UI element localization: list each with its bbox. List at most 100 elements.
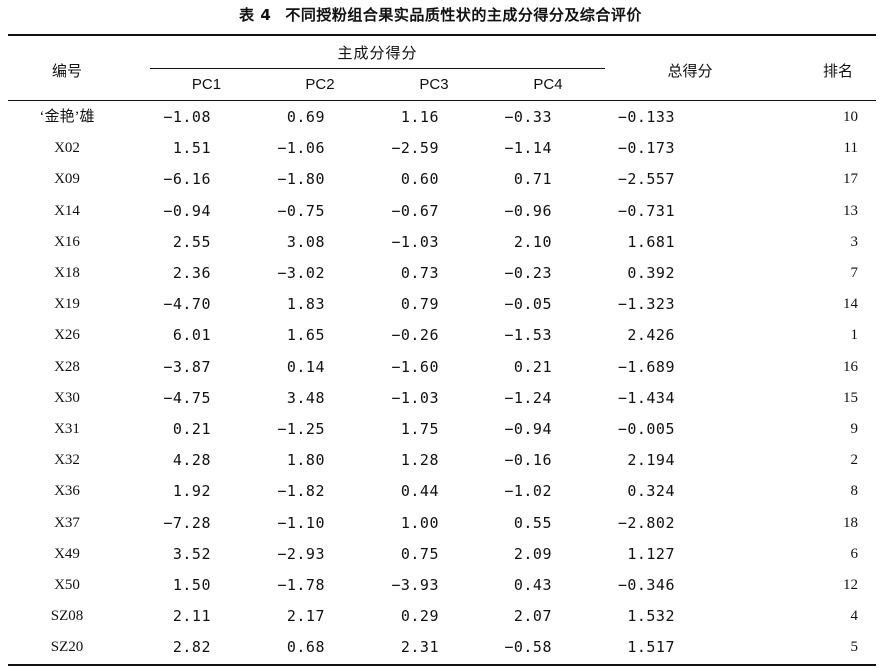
- scores-table-body: ‘金艳’雄 −1.08 0.69 1.16 −0.33 −0.133 10 X02 1.51 −1…: [8, 102, 876, 663]
- cell-id: X09: [54, 171, 80, 188]
- table-row: X31 0.21 −1.25 1.75 −0.94 −0.005 9: [8, 414, 876, 445]
- cell-total-score: 1.127: [627, 544, 675, 563]
- table-row: SZ08 2.11 2.17 0.29 2.07 1.532 4: [8, 601, 876, 632]
- cell-pc1: −0.94: [163, 201, 211, 220]
- table-row: X14 −0.94 −0.75 −0.67 −0.96 −0.731 13: [8, 196, 876, 227]
- cell-pc3: 0.73: [400, 264, 439, 283]
- cell-pc1: −7.28: [163, 513, 211, 532]
- cell-pc3: 1.16: [400, 108, 439, 127]
- cell-total-score: −0.346: [617, 575, 675, 594]
- table-number: 表 4: [239, 6, 272, 24]
- cell-pc3: −0.67: [391, 201, 439, 220]
- scores-table: ‘金艳’雄 −1.08 0.69 1.16 −0.33 −0.133 10 X02 1.51 −1…: [8, 102, 876, 663]
- cell-pc2: −1.10: [277, 513, 325, 532]
- cell-id: X31: [54, 420, 80, 437]
- cell-total-score: 1.681: [627, 232, 675, 251]
- cell-rank: 7: [850, 265, 859, 282]
- cell-total-score: −1.689: [617, 357, 675, 376]
- header-id: 编号: [51, 62, 82, 80]
- cell-pc1: 6.01: [172, 326, 211, 345]
- cell-id: SZ08: [50, 608, 84, 625]
- cell-pc4: −0.33: [504, 108, 552, 127]
- cell-total-score: 2.426: [627, 326, 675, 345]
- cell-id: X16: [54, 233, 80, 250]
- cell-rank: 3: [850, 233, 859, 250]
- cell-pc3: 2.31: [400, 638, 439, 657]
- cell-pc4: −0.23: [504, 264, 552, 283]
- cell-id: X36: [54, 483, 80, 500]
- table-row: SZ20 2.82 0.68 2.31 −0.58 1.517 5: [8, 632, 876, 663]
- cell-rank: 16: [843, 358, 858, 375]
- cell-pc3: −2.59: [391, 139, 439, 158]
- cell-pc4: −0.96: [504, 201, 552, 220]
- cell-rank: 15: [843, 389, 858, 406]
- cell-pc3: 0.60: [400, 170, 439, 189]
- header-total-score: 总得分: [667, 62, 713, 80]
- cell-id: X26: [54, 327, 80, 344]
- cell-rank: 13: [843, 202, 858, 219]
- cell-id: X37: [54, 514, 80, 531]
- table-row: X37 −7.28 −1.10 1.00 0.55 −2.802 18: [8, 507, 876, 538]
- table-row: X49 3.52 −2.93 0.75 2.09 1.127 6: [8, 539, 876, 570]
- cell-pc1: −4.75: [163, 388, 211, 407]
- table-row: X36 1.92 −1.82 0.44 −1.02 0.324 8: [8, 476, 876, 507]
- cell-id: ‘金艳’雄: [39, 109, 95, 126]
- cell-pc4: 0.55: [513, 513, 552, 532]
- cell-pc4: 0.21: [513, 357, 552, 376]
- cell-total-score: −0.731: [617, 201, 675, 220]
- cell-total-score: −2.802: [617, 513, 675, 532]
- cell-rank: 8: [850, 483, 859, 500]
- cell-pc4: −0.94: [504, 419, 552, 438]
- table-row: X09 −6.16 −1.80 0.60 0.71 −2.557 17: [8, 164, 876, 195]
- cell-pc1: 4.28: [172, 451, 211, 470]
- cell-pc2: 0.68: [286, 638, 325, 657]
- cell-pc2: 3.48: [286, 388, 325, 407]
- cell-pc1: 2.82: [172, 638, 211, 657]
- cell-pc1: 0.21: [172, 419, 211, 438]
- cell-rank: 14: [843, 296, 858, 313]
- cell-total-score: 1.517: [627, 638, 675, 657]
- cell-id: X02: [54, 140, 80, 157]
- cell-pc3: −0.26: [391, 326, 439, 345]
- header-rule: [8, 100, 876, 101]
- table-row: X18 2.36 −3.02 0.73 −0.23 0.392 7: [8, 258, 876, 289]
- cell-rank: 11: [843, 140, 858, 157]
- cell-id: X28: [54, 358, 80, 375]
- cell-pc2: 0.14: [286, 357, 325, 376]
- cell-pc3: 1.75: [400, 419, 439, 438]
- cell-pc4: −1.02: [504, 482, 552, 501]
- cell-pc3: 0.29: [400, 607, 439, 626]
- table-row: ‘金艳’雄 −1.08 0.69 1.16 −0.33 −0.133 10: [8, 102, 876, 133]
- cell-rank: 17: [843, 171, 858, 188]
- table-row: X50 1.50 −1.78 −3.93 0.43 −0.346 12: [8, 570, 876, 601]
- cell-id: X32: [54, 452, 80, 469]
- cell-id: X30: [54, 389, 80, 406]
- cell-pc4: −1.53: [504, 326, 552, 345]
- cell-total-score: 0.392: [627, 264, 675, 283]
- cell-total-score: −2.557: [617, 170, 675, 189]
- cell-id: X19: [54, 296, 80, 313]
- cell-rank: 9: [850, 420, 859, 437]
- cell-total-score: 1.532: [627, 607, 675, 626]
- cell-pc1: 3.52: [172, 544, 211, 563]
- table-row: X02 1.51 −1.06 −2.59 −1.14 −0.173 11: [8, 133, 876, 164]
- cell-rank: 18: [843, 514, 858, 531]
- cell-pc1: 2.36: [172, 264, 211, 283]
- cell-rank: 10: [843, 109, 858, 126]
- cell-pc2: 0.69: [286, 108, 325, 127]
- cell-pc2: −2.93: [277, 544, 325, 563]
- cell-pc3: 1.00: [400, 513, 439, 532]
- cell-rank: 2: [850, 452, 859, 469]
- cell-total-score: 2.194: [627, 451, 675, 470]
- top-rule: [8, 34, 876, 36]
- cell-pc1: −6.16: [163, 170, 211, 189]
- cell-pc3: −1.60: [391, 357, 439, 376]
- cell-pc2: −0.75: [277, 201, 325, 220]
- cell-pc2: 1.65: [286, 326, 325, 345]
- cell-pc2: 1.83: [286, 295, 325, 314]
- cell-pc1: 2.11: [172, 607, 211, 626]
- cell-total-score: −1.323: [617, 295, 675, 314]
- cell-pc2: −1.78: [277, 575, 325, 594]
- table-title: 不同授粉组合果实品质性状的主成分得分及综合评价: [285, 6, 642, 24]
- header-pc3: PC3: [419, 76, 449, 93]
